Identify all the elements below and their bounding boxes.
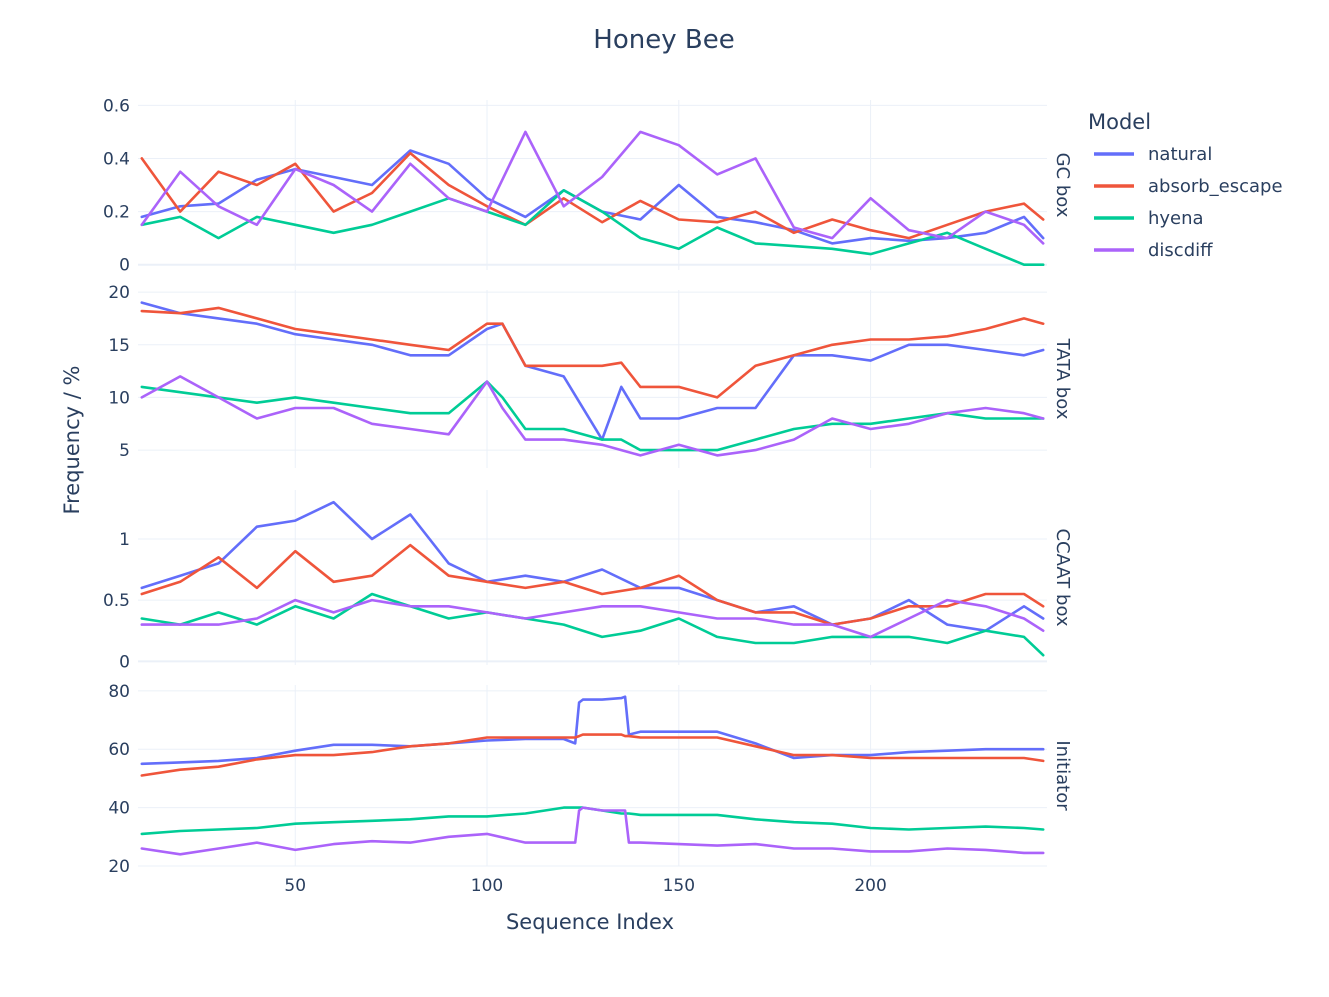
legend-label: hyena: [1148, 208, 1204, 229]
facet-label: GC box: [1052, 153, 1073, 218]
facet-label: TATA box: [1052, 338, 1073, 420]
panel-tata-box: 5 10 15 20 TATA box: [108, 283, 1073, 468]
y-axis-title: Frequency / %: [60, 366, 84, 515]
panel-initiator: 20 40 60 80 Initiator: [108, 682, 1073, 877]
y-tick-label: 5: [119, 441, 130, 461]
series-line-hyena: [140, 189, 1045, 267]
legend-label: absorb_escape: [1148, 176, 1283, 197]
x-axis: 50 100 150 200: [284, 876, 886, 896]
x-axis-title: Sequence Index: [506, 910, 674, 934]
panel-ccaat-box: 0 0.5 1 CCAAT box: [103, 490, 1073, 672]
y-tick-label: 1: [119, 530, 130, 550]
x-tick-label: 100: [471, 876, 503, 896]
series-line-absorb_escape: [140, 306, 1045, 399]
x-tick-label: 200: [854, 876, 886, 896]
legend-label: natural: [1148, 144, 1212, 165]
y-tick-label: 20: [108, 857, 130, 877]
series-line-hyena: [140, 592, 1045, 657]
series-line-natural: [140, 500, 1045, 633]
y-tick-label: 20: [108, 283, 130, 303]
legend-item-hyena[interactable]: hyena: [1094, 208, 1204, 229]
y-tick-label: 0.5: [103, 591, 130, 611]
y-tick-label: 0: [119, 256, 130, 276]
x-tick-label: 150: [663, 876, 695, 896]
series-line-natural: [140, 695, 1045, 766]
facet-label: CCAAT box: [1052, 528, 1073, 626]
series-line-discdiff: [140, 375, 1045, 457]
series-line-discdiff: [140, 806, 1045, 856]
y-tick-label: 15: [108, 336, 130, 356]
series-line-hyena: [140, 380, 1045, 452]
y-tick-label: 10: [108, 388, 130, 408]
series-line-hyena: [140, 806, 1045, 836]
legend-item-natural[interactable]: natural: [1094, 144, 1212, 165]
x-tick-label: 50: [284, 876, 306, 896]
y-tick-label: 0: [119, 652, 130, 672]
legend-item-discdiff[interactable]: discdiff: [1094, 240, 1213, 261]
panels: 0 0.2 0.4 0.6 GC box 5 10 15 20 TATA box 0 0.5 1 CCAA…: [103, 96, 1073, 877]
panel-gc-box: 0 0.2 0.4 0.6 GC box: [103, 96, 1073, 275]
y-tick-label: 80: [108, 682, 130, 702]
y-tick-label: 40: [108, 799, 130, 819]
series-line-discdiff: [140, 130, 1045, 245]
legend-item-absorb_escape[interactable]: absorb_escape: [1094, 176, 1283, 197]
series-line-absorb_escape: [140, 733, 1045, 777]
y-tick-label: 0.2: [103, 203, 130, 223]
y-tick-label: 0.4: [103, 149, 130, 169]
series-line-absorb_escape: [140, 543, 1045, 626]
series-line-discdiff: [140, 598, 1045, 639]
legend-title: Model: [1088, 110, 1151, 134]
y-tick-label: 60: [108, 740, 130, 760]
chart-title: Honey Bee: [593, 25, 734, 55]
y-tick-label: 0.6: [103, 96, 130, 116]
facet-label: Initiator: [1052, 740, 1073, 811]
legend-label: discdiff: [1148, 240, 1213, 261]
series-line-absorb_escape: [140, 151, 1045, 240]
